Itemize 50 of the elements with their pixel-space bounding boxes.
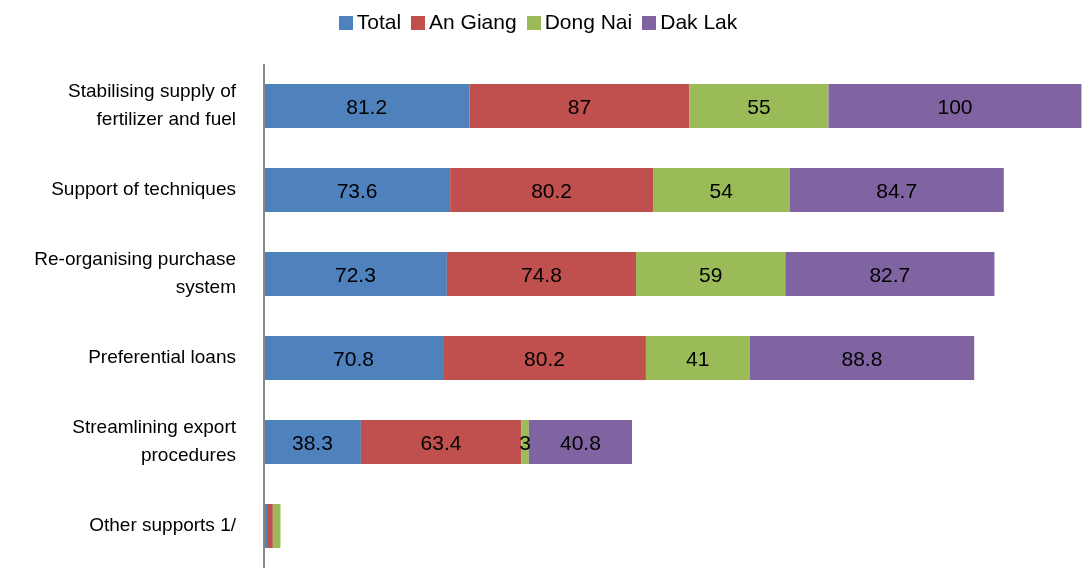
y-tick-label: Support of techniques: [51, 178, 236, 200]
bar: [264, 168, 451, 212]
bar: [789, 168, 1004, 212]
data-label: 38.3: [292, 430, 333, 454]
data-label: 87: [567, 94, 592, 118]
bar: [645, 336, 750, 380]
y-tick-label: Streamlining export procedures: [72, 416, 237, 466]
legend-label: Dak Lak: [660, 10, 738, 33]
y-tick-label: Stabilising supply of fertilizer and fuel: [68, 80, 237, 130]
bar: [469, 84, 690, 128]
data-label: 72.3: [334, 262, 376, 286]
data-label: 55: [747, 94, 771, 118]
bar: [828, 84, 1082, 128]
y-tick-label: Preferential loans: [88, 346, 236, 368]
data-label: 100: [937, 94, 973, 118]
legend-label: An Giang: [429, 10, 517, 33]
bar: [264, 420, 361, 464]
bar: [653, 168, 790, 212]
bar: [360, 420, 522, 464]
bar: [446, 252, 637, 296]
y-tick-label: Other supports 1/: [89, 514, 237, 536]
data-label: 74.8: [521, 262, 562, 286]
legend-label: Total: [356, 10, 402, 33]
data-label: 84.7: [876, 178, 918, 202]
bar: [636, 252, 786, 296]
data-label: 54: [709, 178, 734, 202]
data-label: 73.6: [336, 178, 378, 202]
data-label: 41: [686, 346, 710, 370]
data-label: 82.7: [869, 262, 911, 286]
data-label: 80.2: [524, 346, 565, 370]
bar: [267, 504, 273, 548]
bar: [785, 252, 995, 296]
data-label: 63.4: [420, 430, 462, 454]
y-tick-label: Re-organising purchase system: [34, 248, 236, 298]
bar: [528, 420, 632, 464]
bar: [272, 504, 281, 548]
bar: [443, 336, 646, 380]
data-label: 81.2: [346, 94, 388, 118]
data-label: 59: [698, 262, 723, 286]
data-label: 40.8: [559, 430, 601, 454]
bar: [689, 84, 829, 128]
data-label: 80.2: [531, 178, 573, 202]
bar: [749, 336, 975, 380]
bar: [264, 336, 444, 380]
bar: [450, 168, 653, 212]
data-label: 88.8: [841, 346, 883, 370]
legend-label: Dong Nai: [544, 10, 633, 33]
bar: [264, 252, 447, 296]
data-label: 70.8: [333, 346, 374, 370]
bar: [264, 84, 470, 128]
